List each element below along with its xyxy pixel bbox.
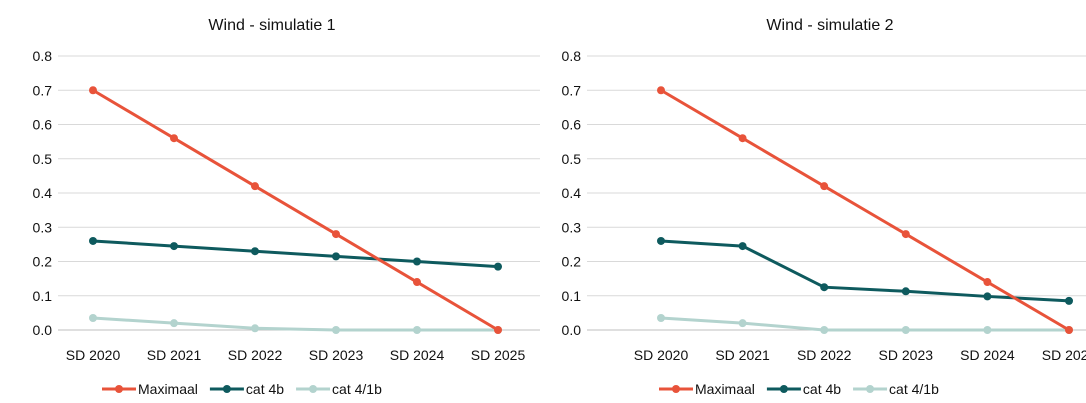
data-point	[901, 287, 910, 296]
series-line-cat-4-1b	[91, 316, 500, 332]
legend-label: cat 4/1b	[889, 381, 939, 397]
line-chart-simulatie-1: Wind - simulatie 1 0.0 0.1 0.2 0.3 0.4 0.5 0.6 0…	[33, 17, 540, 397]
data-point	[901, 230, 910, 239]
series-line-cat-4b	[659, 239, 1071, 303]
data-point	[413, 257, 421, 266]
legend-marker	[779, 385, 788, 393]
data-point	[1065, 296, 1073, 305]
data-point	[820, 326, 829, 334]
data-point	[657, 86, 665, 95]
data-point	[738, 134, 747, 143]
x-tick-label: SD 2025	[471, 347, 526, 363]
data-point	[820, 283, 829, 292]
legend-label: cat 4/1b	[332, 381, 382, 397]
chart-title: Wind - simulatie 1	[208, 17, 335, 34]
data-point	[413, 278, 421, 287]
x-tick-label: SD 2023	[879, 347, 934, 363]
legend-marker	[866, 385, 875, 393]
legend-label: Maximaal	[695, 381, 755, 397]
data-point	[251, 182, 259, 191]
data-point	[657, 236, 665, 245]
data-point	[983, 292, 992, 301]
data-point	[820, 182, 829, 191]
y-tick-label: 0.2	[33, 254, 53, 270]
legend-marker	[672, 385, 680, 393]
series-line-cat-4b	[91, 239, 500, 269]
y-tick-label: 0.8	[33, 48, 53, 64]
data-point	[332, 252, 340, 261]
y-tick-label: 0.5	[33, 151, 53, 167]
y-tick-label: 0.5	[562, 151, 582, 167]
series-line-cat-4-1b	[659, 316, 1071, 332]
data-point	[332, 326, 340, 334]
data-point	[1065, 326, 1073, 334]
chart-panel-simulatie-1: Wind - simulatie 1 0.0 0.1 0.2 0.3 0.4 0.5 0.6 0…	[0, 0, 540, 403]
x-tick-label: SD 2025	[1042, 347, 1086, 363]
legend-label: cat 4b	[246, 381, 284, 397]
y-tick-label: 0.3	[33, 219, 53, 235]
data-point	[738, 242, 747, 251]
legend-marker	[222, 385, 231, 393]
y-tick-label: 0.1	[33, 288, 53, 304]
x-tick-label: SD 2021	[715, 347, 770, 363]
data-point	[494, 262, 502, 271]
y-tick-label: 0.4	[33, 185, 53, 201]
line-chart-simulatie-2: Wind - simulatie 2 0.0 0.1 0.2 0.3 0.4 0.5 0.6 0…	[562, 17, 1086, 397]
x-tick-label: SD 2024	[390, 347, 445, 363]
data-point	[657, 314, 665, 323]
legend-label: cat 4b	[803, 381, 841, 397]
data-point	[170, 134, 178, 143]
data-point	[332, 230, 340, 239]
data-point	[89, 314, 97, 323]
data-point	[983, 326, 992, 334]
y-tick-label: 0.2	[562, 254, 582, 270]
y-tick-label: 0.0	[562, 322, 582, 338]
legend-marker	[309, 385, 318, 393]
data-point	[251, 324, 259, 333]
y-tick-label: 0.6	[562, 117, 582, 133]
x-tick-label: SD 2020	[66, 347, 121, 363]
chart-panel-simulatie-2: Wind - simulatie 2 0.0 0.1 0.2 0.3 0.4 0.5 0.6 0…	[545, 0, 1086, 403]
x-tick-label: SD 2020	[634, 347, 689, 363]
y-tick-label: 0.3	[562, 219, 582, 235]
x-tick-label: SD 2024	[960, 347, 1015, 363]
data-point	[89, 236, 97, 245]
y-tick-label: 0.0	[33, 322, 53, 338]
legend-marker	[115, 385, 123, 393]
data-point	[413, 326, 421, 334]
chart-title: Wind - simulatie 2	[766, 17, 893, 34]
y-tick-label: 0.8	[562, 48, 582, 64]
x-tick-label: SD 2022	[797, 347, 852, 363]
data-point	[494, 326, 502, 334]
legend-label: Maximaal	[138, 381, 198, 397]
series-line-maximaal	[659, 88, 1071, 332]
data-point	[170, 242, 178, 251]
y-tick-label: 0.1	[562, 288, 582, 304]
y-tick-label: 0.4	[562, 185, 582, 201]
data-point	[89, 86, 97, 95]
x-tick-label: SD 2022	[228, 347, 283, 363]
y-tick-label: 0.7	[33, 82, 53, 98]
data-point	[251, 247, 259, 256]
data-point	[901, 326, 910, 334]
x-tick-label: SD 2023	[309, 347, 364, 363]
series-line-maximaal	[91, 88, 500, 332]
y-tick-label: 0.6	[33, 117, 53, 133]
data-point	[170, 319, 178, 328]
data-point	[738, 319, 747, 328]
y-tick-label: 0.7	[562, 82, 582, 98]
data-point	[983, 278, 992, 287]
x-tick-label: SD 2021	[147, 347, 202, 363]
